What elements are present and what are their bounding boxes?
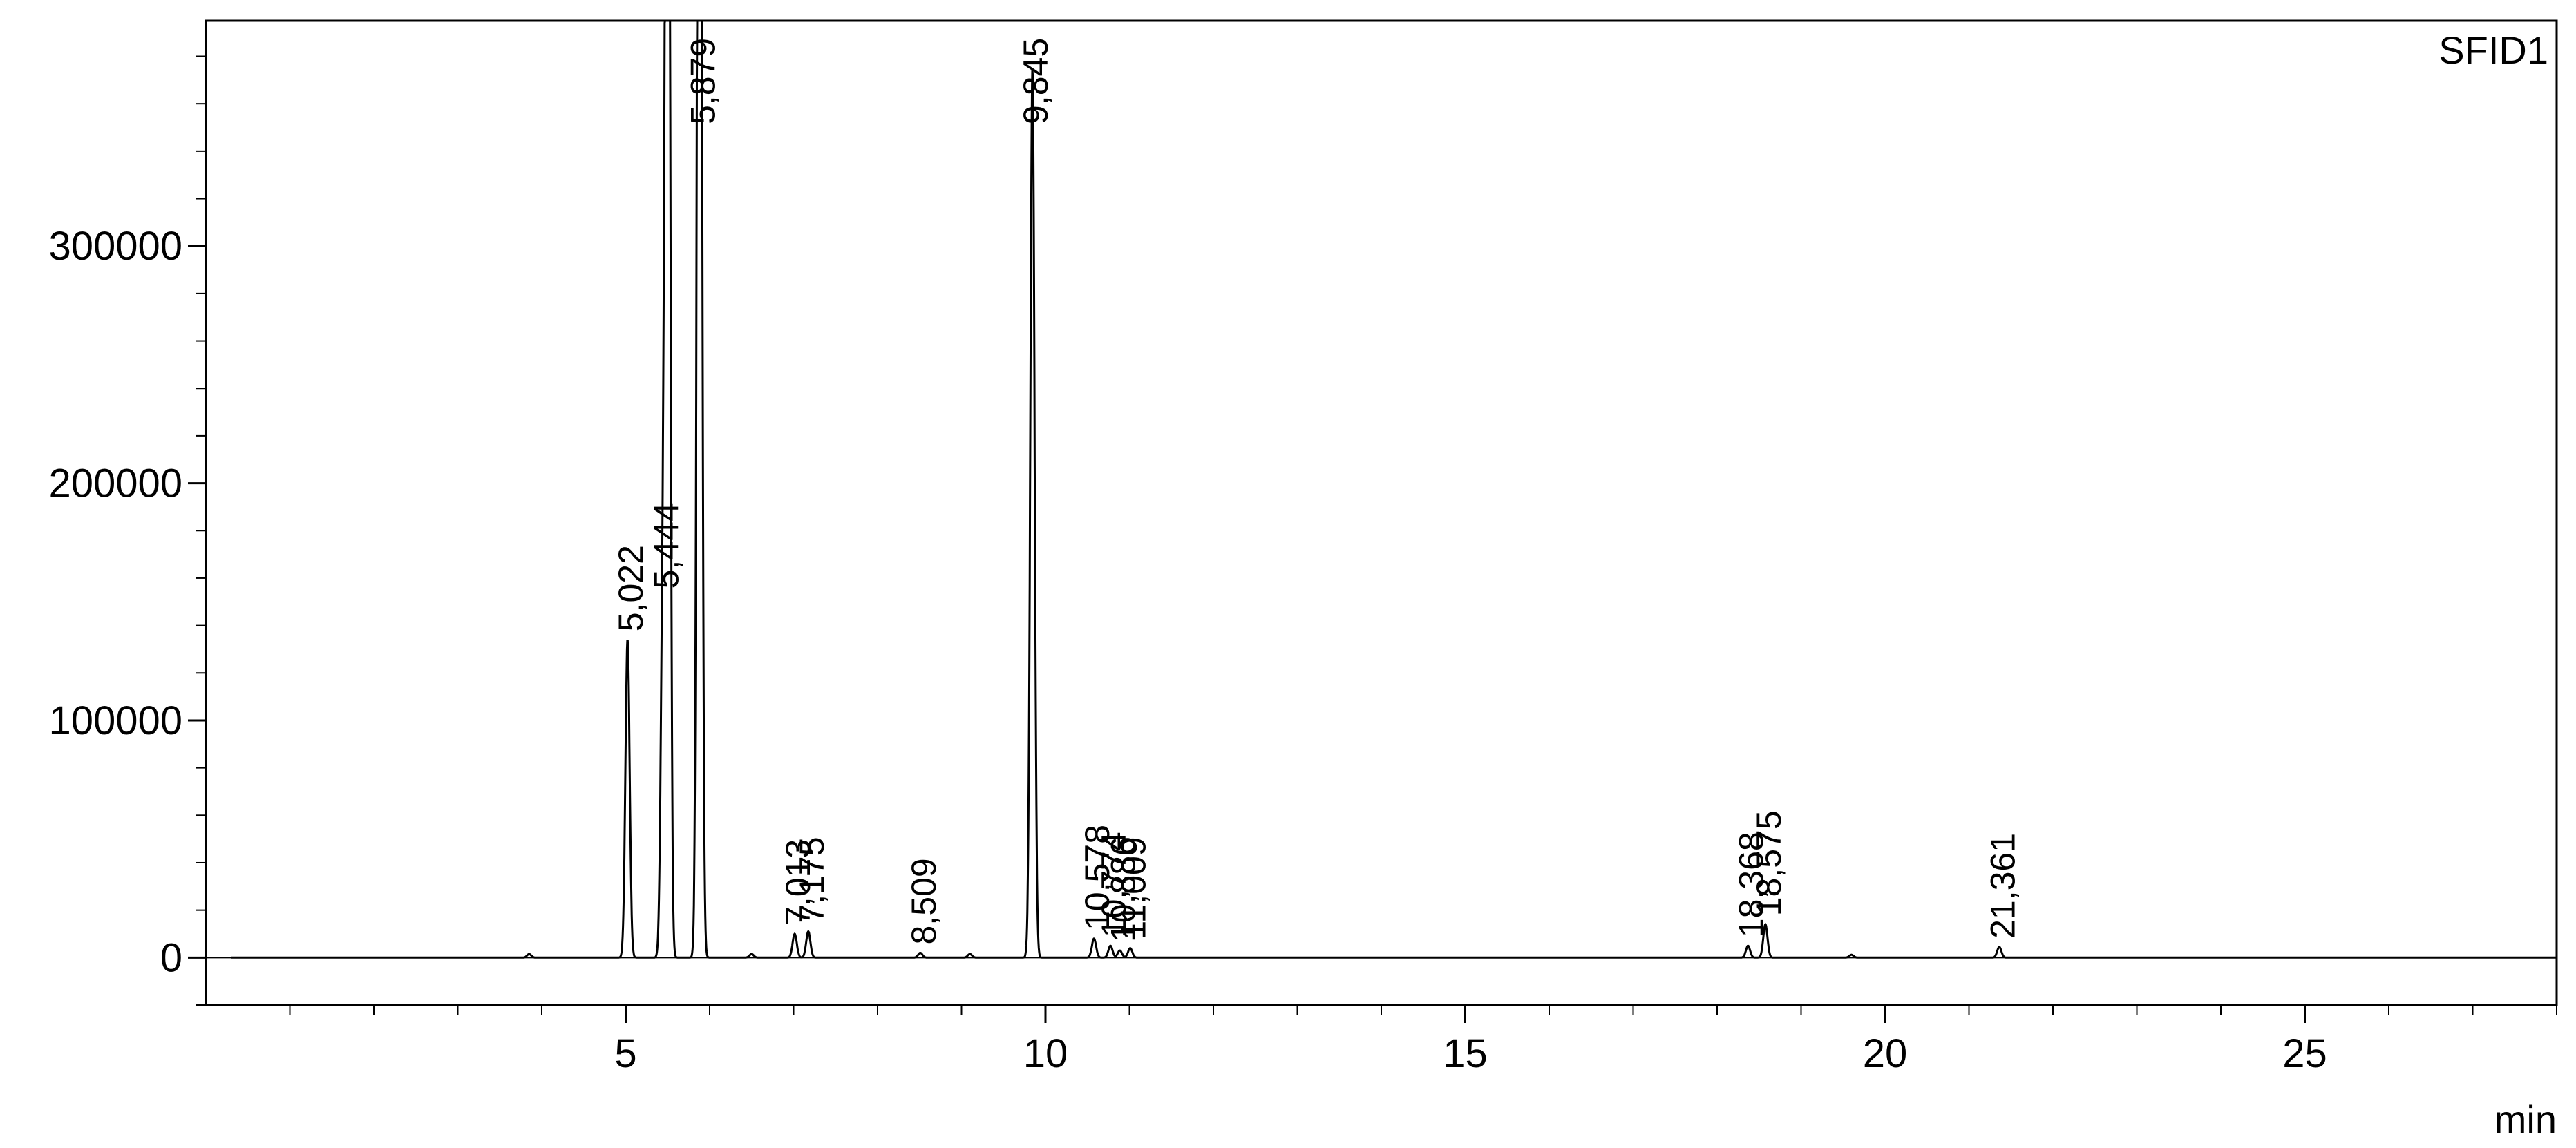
peak-label: 10,774 [1095,832,1133,937]
peak-label: 8,509 [905,858,943,944]
peak-label: 18,368 [1732,832,1771,937]
x-axis-unit-label: min [2494,1098,2557,1141]
peak-label: 21,361 [1983,833,2022,939]
x-tick-label: 25 [2282,1031,2327,1076]
y-tick-label: 200000 [48,461,182,506]
peak-label: 5,444 [647,502,685,589]
y-axis-minor-ticks [196,55,206,1006]
y-tick-label: 300000 [48,224,182,269]
peak-label: 10,578 [1078,825,1117,930]
peak-label: 18,575 [1750,810,1788,916]
y-tick-label: 100000 [48,698,182,743]
x-tick-label: 15 [1443,1031,1488,1076]
x-tick-label: 5 [614,1031,636,1076]
peak-label: 10,886 [1104,836,1143,942]
x-tick-label: 10 [1023,1031,1068,1076]
peak-label: 9,845 [1016,38,1055,124]
plot-frame [205,19,2558,1006]
peak-label: 11,009 [1115,836,1153,939]
signal-trace [231,19,2557,959]
peak-label: 7,175 [793,836,831,923]
x-tick-label: 20 [1863,1031,1908,1076]
peak-label: 5,879 [683,38,722,124]
peak-label: 7,013 [779,839,817,926]
x-axis-minor-ticks [289,1005,2557,1015]
x-axis-major-ticks: 5 10 15 20 25 [614,1005,2327,1076]
detector-label: SFID1 [2438,28,2548,72]
peak-label: 5,022 [612,545,650,631]
y-axis-major-ticks: 0 100000 200000 300000 [48,224,206,980]
y-tick-label: 0 [160,935,182,980]
